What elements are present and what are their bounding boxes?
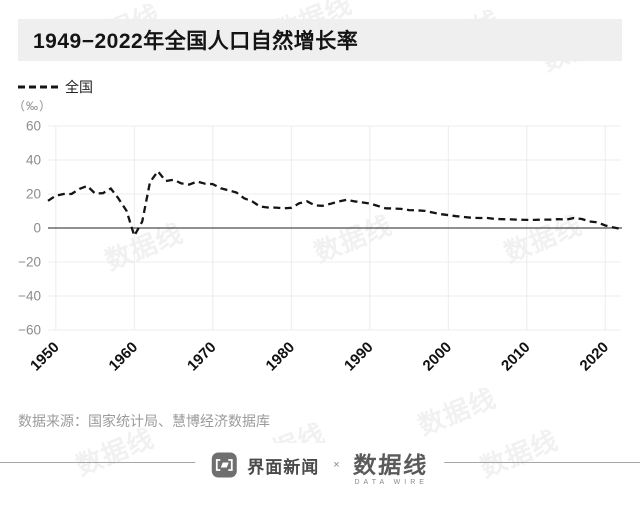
x-tick-label: 1980 <box>263 339 299 375</box>
y-tick-label: 0 <box>33 221 41 236</box>
y-axis-unit: （‰） <box>13 99 53 113</box>
jiemian-news-wordmark: 界面新闻 <box>247 457 320 477</box>
legend-dashed-line-icon <box>18 85 58 89</box>
watermark-stamp: 数据线 <box>475 424 563 483</box>
x-axis-tick-labels: 1950 1960 1970 1980 1990 2000 2010 2020 <box>27 339 612 375</box>
x-tick-label: 1950 <box>27 339 63 375</box>
datawire-logo: 数据线 DATA WIRE <box>352 451 430 486</box>
y-tick-label: 60 <box>26 119 41 134</box>
y-tick-label: 40 <box>26 153 41 168</box>
cross-separator: × <box>333 459 340 471</box>
legend: 全国 <box>18 77 93 97</box>
x-tick-label: 2010 <box>498 339 534 375</box>
datawire-wordmark: 数据线 <box>352 451 430 478</box>
y-tick-label: −40 <box>18 289 41 304</box>
x-tick-label: 1990 <box>341 339 377 375</box>
data-series-dashed-line <box>47 170 622 237</box>
x-tick-label: 1960 <box>106 339 142 375</box>
data-source-note: 数据来源：国家统计局、慧博经济数据库 <box>18 413 270 429</box>
line-chart: 60 40 20 0 −20 −40 −60 1950 1960 1970 1980 1990 200… <box>18 119 622 375</box>
jiemian-news-logo-icon <box>211 452 237 478</box>
legend-label: 全国 <box>65 79 93 95</box>
y-tick-label: −60 <box>18 323 41 338</box>
x-tick-label: 1970 <box>184 339 220 375</box>
y-tick-label: 20 <box>26 187 41 202</box>
page-title: 1949−2022年全国人口自然增长率 <box>33 30 359 53</box>
series-line-national <box>47 170 622 237</box>
x-tick-label: 2000 <box>420 339 456 375</box>
title-bar: 1949−2022年全国人口自然增长率 <box>18 19 622 61</box>
datawire-subtitle: DATA WIRE <box>354 478 428 486</box>
x-tick-label: 2020 <box>577 339 613 375</box>
y-axis-tick-labels: 60 40 20 0 −20 −40 −60 <box>18 119 41 338</box>
y-tick-label: −20 <box>18 255 41 270</box>
footer-logos: 界面新闻 × 数据线 DATA WIRE <box>195 443 445 487</box>
